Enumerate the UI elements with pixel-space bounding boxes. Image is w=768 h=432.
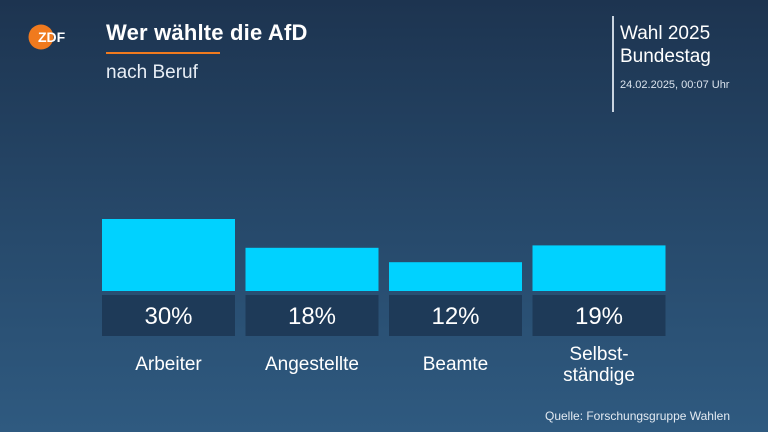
timestamp: 24.02.2025, 00:07 Uhr bbox=[620, 79, 730, 91]
category-label-2: Beamte bbox=[423, 354, 488, 375]
election-year: Wahl 2025 bbox=[620, 23, 711, 44]
election-type: Bundestag bbox=[620, 46, 711, 67]
value-label-2: 12% bbox=[431, 303, 479, 330]
zdf-logo: ZDF bbox=[28, 24, 66, 50]
category-label-1: Angestellte bbox=[265, 354, 359, 375]
bar-0 bbox=[102, 219, 235, 291]
value-label-1: 18% bbox=[288, 303, 336, 330]
bar-1 bbox=[245, 247, 379, 291]
category-label-3: Selbst-ständige bbox=[563, 344, 635, 386]
value-label-box-1 bbox=[245, 295, 379, 336]
bar-3 bbox=[532, 245, 666, 291]
value-label-box-3 bbox=[532, 295, 666, 336]
chart-title: Wer wählte die AfD bbox=[106, 20, 308, 45]
source-note: Quelle: Forschungsgruppe Wahlen bbox=[545, 409, 730, 423]
zdf-logo-text: ZDF bbox=[38, 29, 66, 45]
value-label-box-2 bbox=[389, 295, 522, 336]
value-label-0: 30% bbox=[144, 303, 192, 330]
title-underline bbox=[106, 52, 220, 54]
value-label-box-0 bbox=[102, 295, 235, 336]
election-info: Wahl 2025 Bundestag bbox=[620, 22, 711, 68]
category-label-0: Arbeiter bbox=[135, 354, 202, 375]
value-label-3: 19% bbox=[575, 303, 623, 330]
header-divider bbox=[612, 16, 614, 112]
bar-2 bbox=[389, 262, 522, 291]
chart-subtitle: nach Beruf bbox=[106, 62, 198, 83]
